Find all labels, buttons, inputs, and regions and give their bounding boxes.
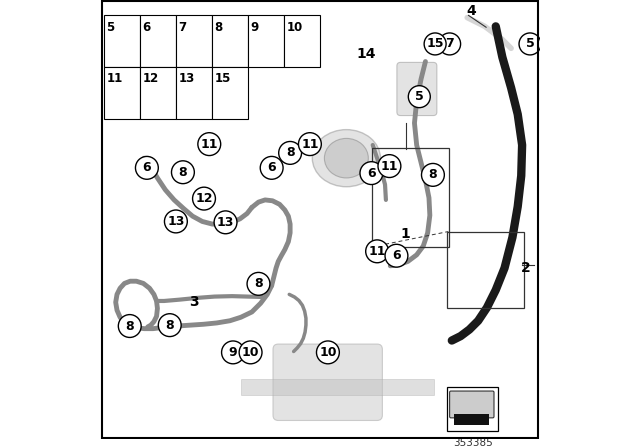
Text: 10: 10 (319, 346, 337, 359)
Bar (447, 387, 498, 431)
Text: 7: 7 (445, 38, 454, 51)
Circle shape (172, 161, 195, 184)
Circle shape (385, 244, 408, 267)
Text: 11: 11 (381, 159, 398, 172)
Text: 12: 12 (143, 73, 159, 86)
Circle shape (221, 341, 244, 364)
Bar (454, 414, 489, 425)
Text: 12: 12 (195, 192, 212, 205)
Text: 3: 3 (189, 295, 198, 309)
Circle shape (298, 133, 321, 155)
Text: 9: 9 (251, 21, 259, 34)
Text: 8: 8 (254, 277, 263, 290)
Text: 8: 8 (429, 168, 437, 181)
Bar (372, 148, 449, 247)
Text: 4: 4 (467, 4, 476, 18)
Circle shape (408, 86, 430, 108)
Text: 5: 5 (415, 90, 424, 103)
Text: 6: 6 (143, 161, 151, 174)
Text: 6: 6 (392, 249, 401, 262)
Bar (104, 67, 140, 119)
Text: 8: 8 (165, 319, 174, 332)
Text: 11: 11 (200, 138, 218, 151)
Circle shape (214, 211, 237, 234)
Circle shape (260, 156, 283, 179)
Text: 6: 6 (143, 21, 151, 34)
Ellipse shape (312, 129, 380, 187)
Circle shape (158, 314, 181, 336)
Circle shape (519, 33, 541, 55)
Circle shape (118, 314, 141, 337)
FancyBboxPatch shape (397, 62, 437, 116)
Circle shape (378, 155, 401, 177)
Circle shape (365, 240, 388, 263)
Bar (284, 15, 320, 67)
Ellipse shape (324, 138, 369, 178)
Circle shape (278, 142, 301, 164)
Circle shape (198, 133, 221, 155)
Text: 1: 1 (401, 227, 410, 241)
Text: 13: 13 (217, 216, 234, 229)
Text: 11: 11 (369, 245, 386, 258)
Text: 8: 8 (125, 319, 134, 332)
Text: 10: 10 (242, 346, 259, 359)
Text: 11: 11 (301, 138, 319, 151)
Text: 10: 10 (287, 21, 303, 34)
Circle shape (164, 210, 188, 233)
Circle shape (247, 272, 270, 295)
Bar (140, 67, 176, 119)
Text: 2: 2 (521, 261, 531, 275)
Text: 15: 15 (214, 73, 231, 86)
Text: 6: 6 (367, 167, 376, 180)
Text: 15: 15 (426, 38, 444, 51)
Text: 8: 8 (214, 21, 223, 34)
Text: 11: 11 (106, 73, 123, 86)
Circle shape (136, 156, 158, 179)
Circle shape (438, 33, 461, 55)
Text: 8: 8 (286, 146, 294, 159)
Circle shape (317, 341, 339, 364)
Text: 8: 8 (179, 166, 188, 179)
Text: 5: 5 (106, 21, 115, 34)
Circle shape (239, 341, 262, 364)
Text: 13: 13 (179, 73, 195, 86)
Text: 14: 14 (356, 47, 376, 60)
Bar (176, 67, 212, 119)
Text: 13: 13 (167, 215, 184, 228)
Circle shape (360, 162, 383, 185)
Text: 353385: 353385 (453, 438, 493, 448)
FancyBboxPatch shape (273, 344, 382, 421)
Bar (241, 379, 434, 395)
Circle shape (424, 33, 446, 55)
Circle shape (422, 164, 444, 186)
Bar (176, 15, 212, 67)
FancyBboxPatch shape (450, 391, 494, 418)
Bar (248, 15, 284, 67)
Bar (212, 15, 248, 67)
Bar (447, 232, 524, 308)
Text: 5: 5 (525, 38, 534, 51)
Text: 6: 6 (268, 161, 276, 174)
Bar (104, 15, 140, 67)
Circle shape (193, 187, 216, 210)
Text: 9: 9 (228, 346, 237, 359)
Bar (140, 15, 176, 67)
Text: 7: 7 (179, 21, 187, 34)
Bar (212, 67, 248, 119)
